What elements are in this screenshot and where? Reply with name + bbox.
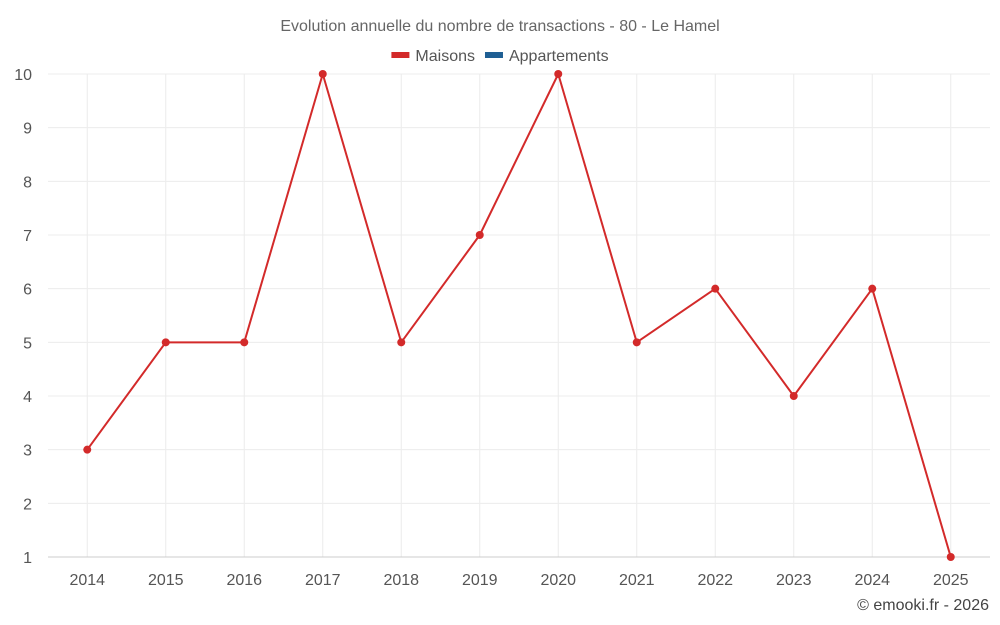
data-point[interactable] [397, 338, 406, 347]
x-tick-label: 2021 [619, 572, 655, 589]
y-tick-label: 5 [23, 335, 32, 352]
y-tick-label: 8 [23, 174, 32, 191]
y-tick-label: 7 [23, 228, 32, 245]
series-line-maisons [86, 73, 952, 558]
legend-label: Appartements [509, 48, 609, 65]
legend-swatch [391, 52, 410, 58]
x-tick-label: 2020 [540, 572, 576, 589]
x-tick-label: 2022 [697, 572, 733, 589]
y-tick-label: 2 [23, 496, 32, 513]
x-tick-label: 2018 [383, 572, 419, 589]
chart-title: Evolution annuelle du nombre de transact… [280, 18, 719, 35]
data-point[interactable] [789, 392, 798, 400]
y-tick-label: 1 [23, 550, 32, 567]
y-tick-label: 6 [23, 282, 32, 299]
data-point[interactable] [240, 338, 249, 347]
data-point[interactable] [318, 70, 327, 78]
data-point[interactable] [83, 445, 92, 454]
y-axis-ticks: 1 2 3 4 5 6 7 8 9 10 [14, 67, 32, 567]
legend-swatch [484, 52, 503, 58]
data-point[interactable] [161, 338, 170, 347]
x-tick-label: 2015 [148, 572, 184, 589]
x-tick-label: 2014 [69, 572, 105, 589]
x-axis-ticks: 2014 2015 2016 2017 2018 2019 2020 2021 2022 2023… [69, 572, 968, 589]
legend-item-appartements[interactable]: Appartements [484, 48, 609, 65]
x-tick-label: 2024 [854, 572, 890, 589]
legend-label: Maisons [415, 48, 475, 65]
data-point[interactable] [868, 284, 877, 293]
x-tick-label: 2017 [305, 572, 341, 589]
data-point[interactable] [475, 231, 484, 239]
data-point[interactable] [711, 284, 720, 293]
horizontal-gridlines [48, 73, 990, 504]
copyright-footer: © emooki.fr - 2026 [857, 597, 989, 614]
x-tick-label: 2025 [933, 572, 969, 589]
data-point[interactable] [632, 338, 641, 347]
y-tick-label: 3 [23, 443, 32, 460]
y-tick-label: 9 [23, 121, 32, 138]
data-point[interactable] [554, 70, 563, 78]
legend-item-maisons[interactable]: Maisons [391, 48, 475, 65]
series-group [83, 70, 955, 561]
y-tick-label: 10 [14, 67, 32, 84]
x-tick-label: 2019 [462, 572, 498, 589]
x-tick-label: 2016 [226, 572, 262, 589]
x-tick-label: 2023 [776, 572, 812, 589]
data-point[interactable] [946, 553, 955, 561]
legend: Maisons Appartements [391, 48, 609, 65]
y-tick-label: 4 [23, 389, 32, 406]
vertical-gridlines [86, 74, 952, 557]
